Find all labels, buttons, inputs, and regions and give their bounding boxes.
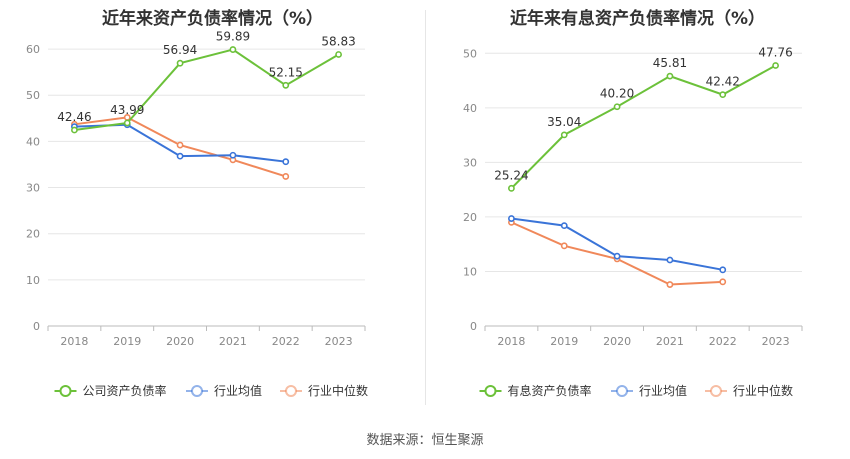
legend-item: 公司资产负债率: [54, 383, 167, 398]
legend-swatch-marker: [616, 385, 628, 397]
data-label: 59.89: [216, 30, 250, 44]
x-tick-label: 2023: [325, 335, 353, 348]
series-line-company: [74, 48, 340, 132]
data-label: 42.42: [706, 75, 740, 89]
y-tick-label: 10: [26, 274, 40, 287]
data-point-median: [560, 242, 568, 250]
data-label: 58.83: [321, 34, 355, 48]
chart-panel-right: 近年来有息资产负债率情况（%） 0 10 20 30 40 50 2018 2019 2020 2…: [425, 0, 850, 410]
legend-label: 有息资产负债率: [508, 383, 592, 398]
data-point-company: [719, 91, 727, 99]
data-point-avg: [719, 266, 727, 274]
y-tick-label: 50: [463, 47, 477, 60]
data-point-median: [282, 173, 290, 180]
data-point-company: [508, 184, 515, 192]
data-label: 43.99: [110, 103, 144, 117]
data-label: 47.76: [758, 45, 792, 59]
data-point-avg: [229, 151, 237, 159]
data-point-company: [71, 126, 78, 134]
data-label: 56.94: [163, 43, 197, 57]
data-label: 40.20: [600, 87, 634, 101]
source-note: 数据来源：恒生聚源: [366, 433, 484, 448]
x-tick-label: 2022: [709, 335, 737, 348]
x-tick-label: 2019: [550, 335, 578, 348]
legend-swatch-marker: [59, 385, 72, 397]
legend-swatch-marker: [484, 385, 497, 397]
data-point-avg: [282, 158, 290, 166]
data-point-company: [282, 81, 290, 89]
line-chart-interest-debt-ratio: 0 10 20 30 40 50 2018 2019 2020 2021 2022 2023 25.24…: [463, 45, 803, 398]
x-tick-label: 2021: [219, 335, 247, 348]
legend-item: 行业中位数: [280, 383, 368, 398]
y-tick-label: 40: [463, 102, 477, 115]
data-point-median: [666, 281, 674, 288]
data-point-company: [772, 62, 779, 69]
data-point-avg: [176, 152, 184, 160]
legend-item: 行业均值: [186, 383, 262, 398]
legend-label: 行业中位数: [308, 383, 368, 398]
legend-label: 行业中位数: [733, 383, 793, 398]
y-tick-label: 10: [463, 265, 477, 278]
x-tick-label: 2023: [762, 335, 790, 348]
legend-label: 行业均值: [639, 383, 687, 398]
legend-item: 行业中位数: [705, 383, 793, 398]
data-label: 42.46: [57, 110, 91, 124]
data-point-company: [176, 59, 184, 67]
x-tick-label: 2018: [497, 335, 525, 348]
x-tick-label: 2020: [603, 335, 631, 348]
data-point-avg: [508, 215, 515, 222]
x-tick-label: 2018: [60, 335, 88, 348]
y-tick-label: 0: [470, 320, 477, 333]
chart-title: 近年来资产负债率情况（%）: [101, 9, 324, 29]
data-label: 25.24: [494, 168, 528, 182]
legend-item: 有息资产负债率: [479, 383, 592, 398]
panel-divider: [425, 10, 426, 405]
x-tick-label: 2021: [656, 335, 684, 348]
data-point-avg: [666, 256, 674, 264]
y-tick-label: 60: [26, 43, 40, 56]
legend-label: 公司资产负债率: [83, 383, 167, 398]
data-point-company: [229, 46, 237, 53]
y-tick-label: 40: [26, 135, 40, 148]
y-tick-label: 20: [26, 228, 40, 241]
y-tick-label: 0: [33, 320, 40, 333]
legend-swatch-marker: [191, 385, 203, 397]
legend-swatch-marker: [710, 385, 722, 397]
data-point-avg: [613, 252, 621, 260]
data-point-avg: [560, 222, 568, 230]
data-point-median: [176, 141, 184, 149]
series-line-company: [510, 64, 777, 190]
data-point-median: [719, 278, 727, 286]
y-tick-label: 30: [26, 182, 40, 195]
data-point-company: [560, 131, 568, 139]
chart-panel-left: 近年来资产负债率情况（%） 0 10 20 30 40 50 60 2018 2019 2020 2…: [0, 0, 425, 410]
x-tick-label: 2022: [272, 335, 300, 348]
chart-title: 近年来有息资产负债率情况（%）: [509, 9, 766, 29]
y-tick-label: 30: [463, 156, 477, 169]
x-tick-label: 2019: [113, 335, 141, 348]
legend-label: 行业均值: [214, 383, 262, 398]
x-tick-label: 2020: [166, 335, 194, 348]
data-point-company: [666, 72, 674, 80]
data-label: 35.04: [547, 115, 581, 129]
data-point-company: [123, 119, 131, 127]
y-tick-label: 50: [26, 89, 40, 102]
data-label: 52.15: [269, 65, 303, 79]
data-label: 45.81: [653, 56, 687, 70]
y-tick-label: 20: [463, 211, 477, 224]
data-point-company: [335, 51, 342, 58]
line-chart-debt-ratio: 0 10 20 30 40 50 60 2018 2019 2020 2021 2022 2023 42.…: [26, 30, 368, 398]
legend-swatch-marker: [285, 385, 297, 397]
data-point-company: [613, 103, 621, 111]
legend-item: 行业均值: [611, 383, 687, 398]
